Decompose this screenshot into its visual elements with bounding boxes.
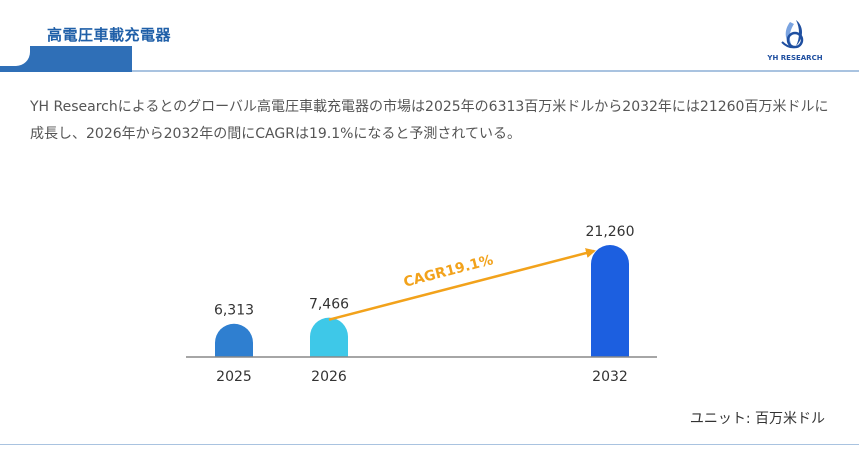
header-divider	[132, 70, 859, 72]
yh-research-logo: YH RESEARCH	[760, 16, 830, 66]
logo-mark-icon	[781, 20, 804, 49]
category-label-2025: 2025	[216, 369, 252, 385]
cagr-label: CAGR19.1%	[402, 252, 495, 291]
unit-label: ユニット: 百万米ドル	[689, 411, 825, 427]
cagr-arrow	[328, 248, 596, 321]
logo-text: YH RESEARCH	[767, 54, 823, 62]
bar-2032	[591, 245, 629, 357]
category-label-2026: 2026	[311, 369, 347, 385]
market-description: YH Researchによるとのグローバル高電圧車載充電器の市場は2025年の6…	[30, 99, 829, 142]
value-label-2032: 21,260	[586, 224, 635, 240]
value-label-2025: 6,313	[214, 303, 254, 319]
footer-divider	[0, 444, 859, 445]
page-title: 高電圧車載充電器	[47, 26, 172, 44]
bar-2026	[310, 317, 348, 357]
header-accent-notch	[0, 46, 30, 66]
bar-2025	[215, 323, 253, 357]
category-label-2032: 2032	[592, 369, 628, 385]
value-label-2026: 7,466	[309, 297, 349, 313]
